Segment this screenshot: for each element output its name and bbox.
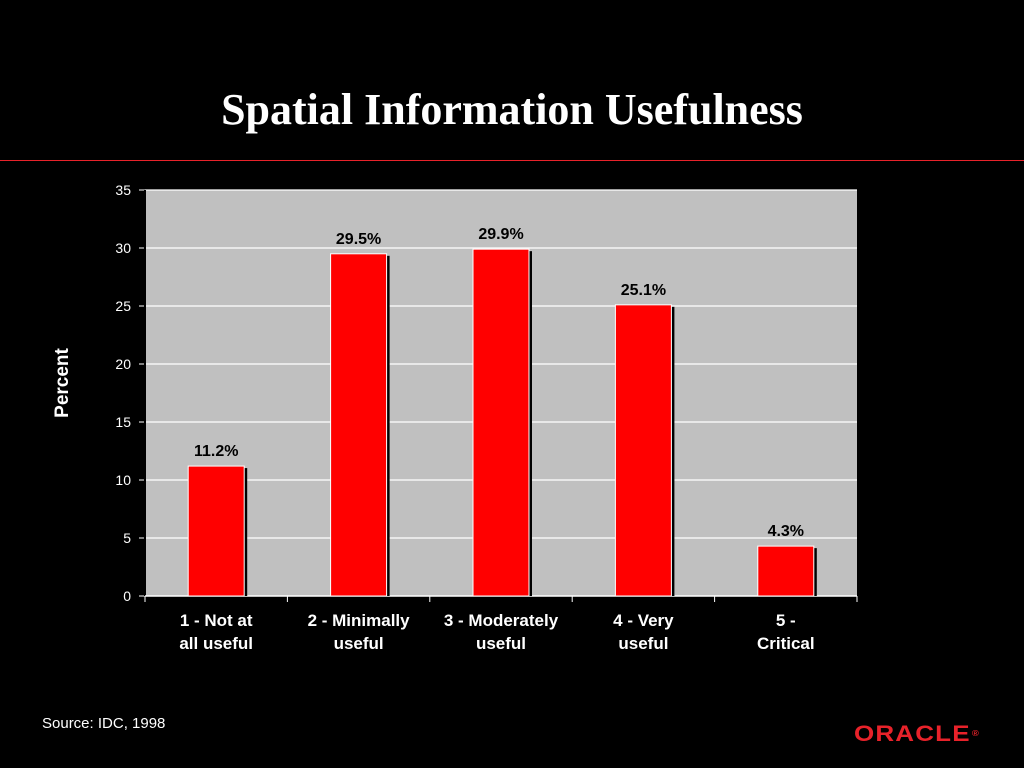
x-category-label: 5 - (776, 611, 796, 630)
source-note: Source: IDC, 1998 (42, 715, 166, 732)
x-category-label: 4 - Very (613, 611, 674, 630)
x-category-label: useful (476, 634, 526, 653)
logo-text: ORACLE (854, 721, 971, 746)
y-tick-label: 5 (123, 530, 131, 546)
y-axis-title: Percent (52, 347, 73, 417)
oracle-logo: ORACLE® (854, 722, 980, 746)
title-divider (0, 160, 1024, 161)
y-tick-label: 30 (115, 240, 131, 256)
data-label: 29.9% (478, 226, 523, 243)
data-label: 29.5% (336, 231, 381, 248)
bar (614, 304, 672, 597)
bar (330, 253, 388, 597)
bar (757, 545, 815, 597)
y-tick-label: 10 (115, 472, 131, 488)
data-label: 25.1% (621, 282, 666, 299)
x-category-label: 1 - Not at (180, 611, 253, 630)
bar (472, 248, 530, 597)
registered-mark: ® (971, 729, 981, 738)
y-tick-label: 15 (115, 414, 131, 430)
bar (187, 465, 245, 597)
slide-title: Spatial Information Usefulness (221, 85, 803, 134)
x-category-label: useful (618, 634, 668, 653)
data-label: 4.3% (768, 523, 804, 540)
x-category-label: 2 - Minimally (308, 611, 411, 630)
y-tick-label: 20 (115, 356, 131, 372)
x-category-label: useful (334, 634, 384, 653)
x-category-label: Critical (757, 634, 815, 653)
y-tick-label: 0 (123, 588, 131, 604)
y-tick-label: 35 (115, 182, 131, 198)
data-label: 11.2% (194, 443, 238, 460)
x-category-label: 3 - Moderately (444, 611, 559, 630)
y-tick-label: 25 (115, 298, 131, 314)
x-category-label: all useful (179, 634, 253, 653)
bar-chart: 0 5 10 15 20 25 30 35 11.2% 1 - Not at all useful 2… (52, 182, 858, 653)
